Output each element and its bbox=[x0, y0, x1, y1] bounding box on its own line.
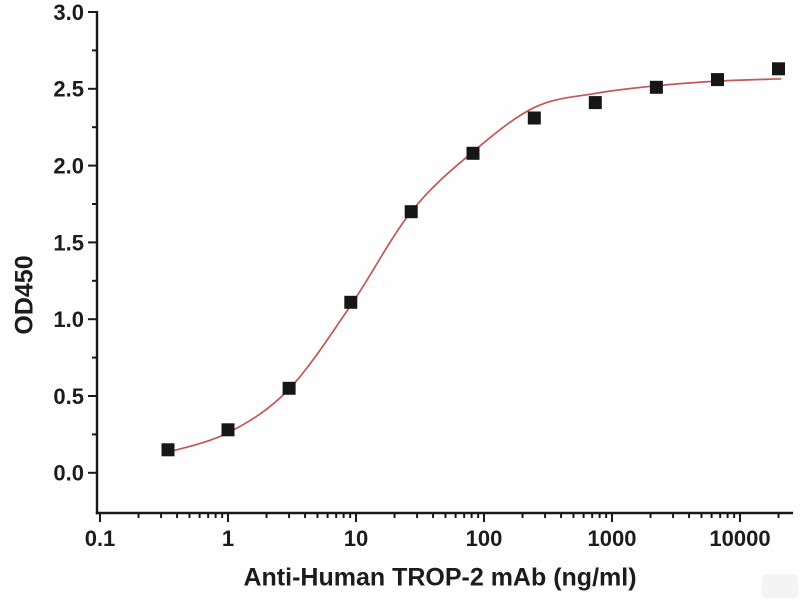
y-tick-label: 2.5 bbox=[53, 77, 84, 102]
x-axis-title: Anti-Human TROP-2 mAb (ng/ml) bbox=[243, 563, 637, 592]
data-point-marker bbox=[527, 111, 541, 125]
fit-curve bbox=[162, 77, 782, 455]
y-tick-label: 1.5 bbox=[53, 230, 84, 255]
data-point-marker bbox=[282, 381, 296, 395]
y-tick-label: 1.0 bbox=[53, 307, 84, 332]
x-tick-label: 1000 bbox=[588, 526, 637, 551]
data-point-marker bbox=[344, 295, 358, 309]
x-tick-label: 0.1 bbox=[85, 526, 116, 551]
x-tick-label: 1 bbox=[222, 526, 234, 551]
data-point-marker bbox=[649, 80, 663, 94]
data-point-marker bbox=[221, 423, 235, 437]
data-point-marker bbox=[466, 146, 480, 160]
data-point-marker bbox=[711, 73, 724, 87]
data-point-marker bbox=[161, 443, 175, 457]
watermark-fragment bbox=[762, 574, 798, 598]
data-point-marker bbox=[772, 62, 785, 76]
y-tick-label: 3.0 bbox=[53, 0, 84, 25]
y-tick-label: 0.0 bbox=[53, 461, 84, 486]
x-tick-label: 10000 bbox=[709, 526, 770, 551]
y-tick-label: 0.5 bbox=[53, 384, 84, 409]
x-tick-label: 10 bbox=[344, 526, 368, 551]
data-point-marker bbox=[404, 205, 418, 219]
x-tick-label: 100 bbox=[466, 526, 503, 551]
data-point-marker bbox=[588, 96, 602, 110]
y-tick-label: 2.0 bbox=[53, 154, 84, 179]
y-axis-title: OD450 bbox=[10, 255, 39, 335]
